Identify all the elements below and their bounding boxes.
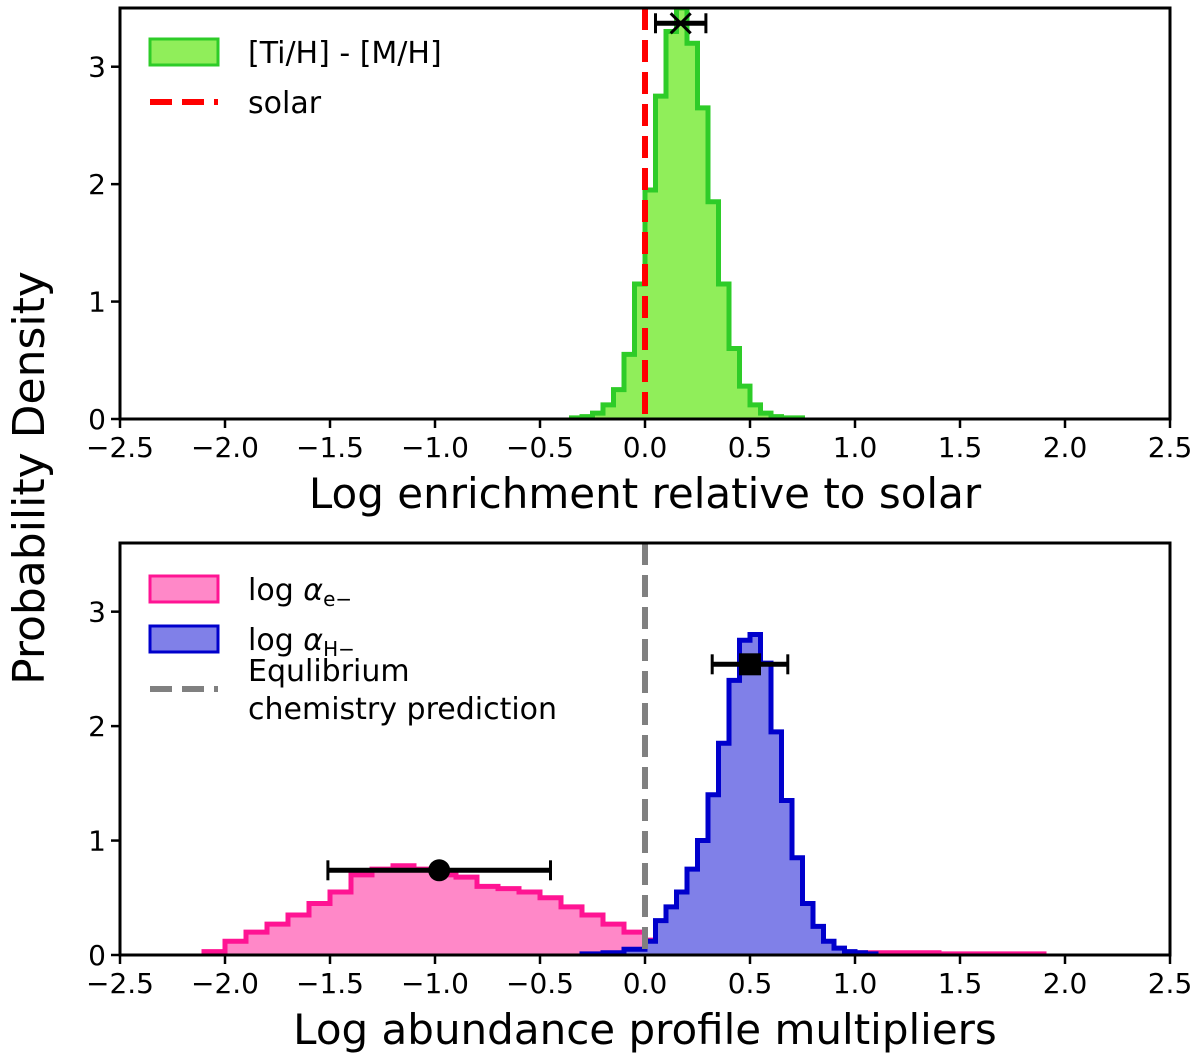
- x-tick-label: 1.0: [833, 967, 878, 1000]
- x-tick-label: 1.0: [833, 431, 878, 464]
- x-tick-label: −2.5: [86, 431, 154, 464]
- top-panel: −2.5 −2.0 −1.5 −1.0 −0.5 0.0 0.5 1.0 1.5 2.0 2.5 0 1…: [86, 6, 1193, 518]
- histogram-outline-1: [579, 632, 879, 955]
- legend: [Ti/H] - [M/H] solar: [148, 36, 442, 121]
- x-tick-label: −2.5: [86, 967, 154, 1000]
- y-tick-label: 2: [88, 168, 106, 201]
- y-tick-label: 3: [88, 51, 106, 84]
- histogram-outline-0: [569, 8, 805, 419]
- y-axis-label: Probability Density: [4, 271, 55, 685]
- legend-label: chemistry prediction: [248, 692, 557, 727]
- x-tick-label: 0.0: [623, 431, 668, 464]
- x-axis-label: Log enrichment relative to solar: [309, 469, 982, 518]
- x-tick-label: −1.0: [401, 431, 469, 464]
- x-tick-label: 1.5: [938, 967, 983, 1000]
- y-tick-label: 0: [88, 939, 106, 972]
- x-tick-label: 2.5: [1148, 967, 1193, 1000]
- legend-label: [Ti/H] - [M/H]: [248, 36, 442, 71]
- marker-x: [654, 12, 708, 35]
- x-tick-label: 2.0: [1043, 431, 1088, 464]
- x-tick-label: −0.5: [506, 967, 574, 1000]
- legend-label: log αe−: [248, 573, 352, 611]
- x-tick-label: 2.0: [1043, 967, 1088, 1000]
- marker-point: [739, 653, 761, 676]
- legend-swatch: [148, 624, 220, 654]
- marker-square: [710, 653, 790, 676]
- marker-point: [669, 12, 692, 35]
- legend-item: solar: [150, 86, 322, 121]
- x-tick-label: 0.0: [623, 967, 668, 1000]
- x-tick-label: −1.5: [296, 431, 364, 464]
- legend-label: Equlibrium: [248, 654, 410, 689]
- x-tick-label: 2.5: [1148, 431, 1193, 464]
- y-tick-label: 0: [88, 403, 106, 436]
- marker-circle: [326, 859, 552, 882]
- legend-item: log αe−: [148, 573, 352, 611]
- y-tick-label: 3: [88, 596, 106, 629]
- marker-point: [428, 859, 451, 882]
- x-tick-label: −2.0: [191, 967, 259, 1000]
- y-tick-label: 1: [88, 825, 106, 858]
- y-tick-label: 1: [88, 286, 106, 319]
- plot-area: [201, 543, 1047, 955]
- x-tick-label: −2.0: [191, 431, 259, 464]
- plot-area: [569, 8, 805, 419]
- legend-swatch: [148, 574, 220, 604]
- legend-swatch: [148, 37, 220, 67]
- x-tick-label: 0.5: [728, 967, 773, 1000]
- x-tick-label: −1.5: [296, 967, 364, 1000]
- x-tick-label: 0.5: [728, 431, 773, 464]
- x-axis-label: Log abundance profile multipliers: [293, 1005, 997, 1054]
- x-tick-label: −0.5: [506, 431, 574, 464]
- x-tick-label: −1.0: [401, 967, 469, 1000]
- y-tick-label: 2: [88, 710, 106, 743]
- histogram-fill-0: [204, 865, 1044, 955]
- bottom-panel: −2.5 −2.0 −1.5 −1.0 −0.5 0.0 0.5 1.0 1.5 2.0 2.5 0 1…: [86, 541, 1193, 1054]
- histogram-fill-0: [571, 8, 803, 419]
- legend-label: solar: [248, 86, 322, 121]
- legend-item: [Ti/H] - [M/H]: [148, 36, 442, 71]
- x-tick-label: 1.5: [938, 431, 983, 464]
